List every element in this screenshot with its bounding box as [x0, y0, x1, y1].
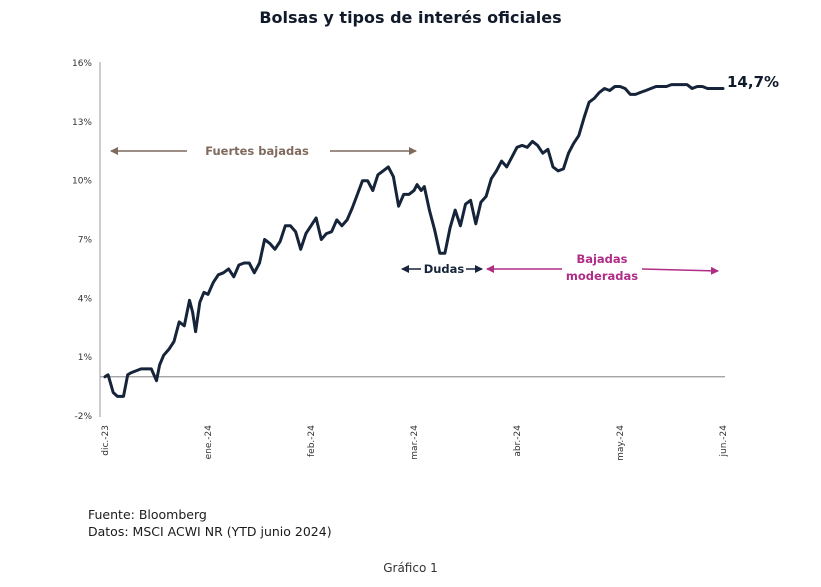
y-axis-ticks: 16% 13% 10% 7% 4% 1% -2% [72, 59, 92, 422]
line-chart: 16% 13% 10% 7% 4% 1% -2% dic.-23 ene.-24 feb.-24… [72, 59, 779, 461]
moderadas-label-line1: Bajadas [576, 252, 627, 266]
y-tick-label: 16% [72, 59, 92, 69]
data-line: Datos: MSCI ACWI NR (YTD junio 2024) [88, 524, 332, 539]
y-tick-label: 13% [72, 118, 92, 128]
moderadas-label-line2: moderadas [566, 269, 638, 283]
y-tick-label: 4% [78, 294, 93, 304]
y-tick-label: 10% [72, 177, 92, 187]
series-line-msci-acwi [103, 83, 725, 398]
chart-title: Bolsas y tipos de interés oficiales [259, 8, 562, 27]
x-tick-label: may.-24 [616, 425, 626, 461]
x-tick-label: dic.-23 [101, 425, 111, 456]
x-tick-label: mar.-24 [410, 425, 420, 460]
dudas-label: Dudas [424, 262, 465, 276]
moderadas-arrow-right [641, 266, 719, 275]
x-tick-label: jun.-24 [719, 425, 729, 458]
x-tick-label: ene.-24 [204, 425, 214, 460]
source-note: Fuente: Bloomberg Datos: MSCI ACWI NR (Y… [88, 506, 332, 540]
y-tick-label: 1% [78, 353, 93, 363]
figure-caption: Gráfico 1 [383, 561, 438, 575]
end-value-label: 14,7% [727, 73, 779, 91]
y-tick-label: 7% [78, 236, 93, 246]
x-tick-label: feb.-24 [307, 425, 317, 457]
fuertes-label: Fuertes bajadas [205, 144, 309, 158]
x-axis-ticks: dic.-23 ene.-24 feb.-24 mar.-24 abr.-24 may.-… [101, 425, 729, 461]
y-tick-label: -2% [74, 412, 92, 422]
source-line: Fuente: Bloomberg [88, 507, 207, 522]
x-tick-label: abr.-24 [513, 425, 523, 457]
